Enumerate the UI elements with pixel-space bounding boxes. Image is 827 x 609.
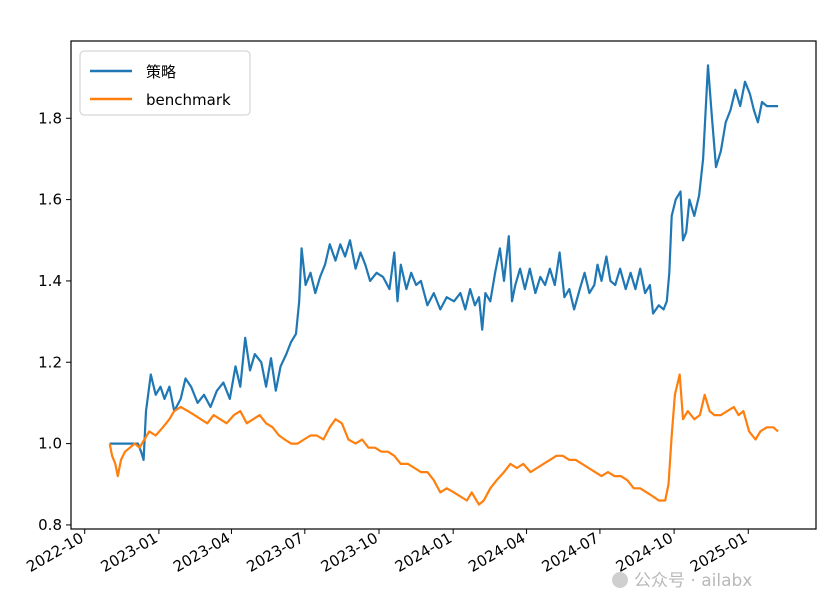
wechat-icon <box>612 572 628 588</box>
series-line-strategy <box>109 64 779 461</box>
plot-frame <box>70 40 817 530</box>
legend: 策略 benchmark <box>79 50 251 116</box>
y-tick-label: 1.8 <box>38 109 62 127</box>
legend-label-strategy: 策略 <box>146 63 176 81</box>
legend-label-benchmark: benchmark <box>146 91 231 109</box>
y-tick-label: 1.0 <box>38 435 62 453</box>
y-tick-label: 0.8 <box>38 516 62 534</box>
y-tick-label: 1.4 <box>38 272 62 290</box>
y-tick-label: 1.2 <box>38 353 62 371</box>
y-axis: 0.8 1.0 1.2 1.4 1.6 1.8 <box>38 109 71 534</box>
y-tick-label: 1.6 <box>38 191 62 209</box>
watermark: 公众号 · ailabx <box>612 566 752 591</box>
series-layer <box>108 64 779 506</box>
series-line-benchmark <box>108 373 779 506</box>
watermark-text: 公众号 · ailabx <box>634 571 753 591</box>
